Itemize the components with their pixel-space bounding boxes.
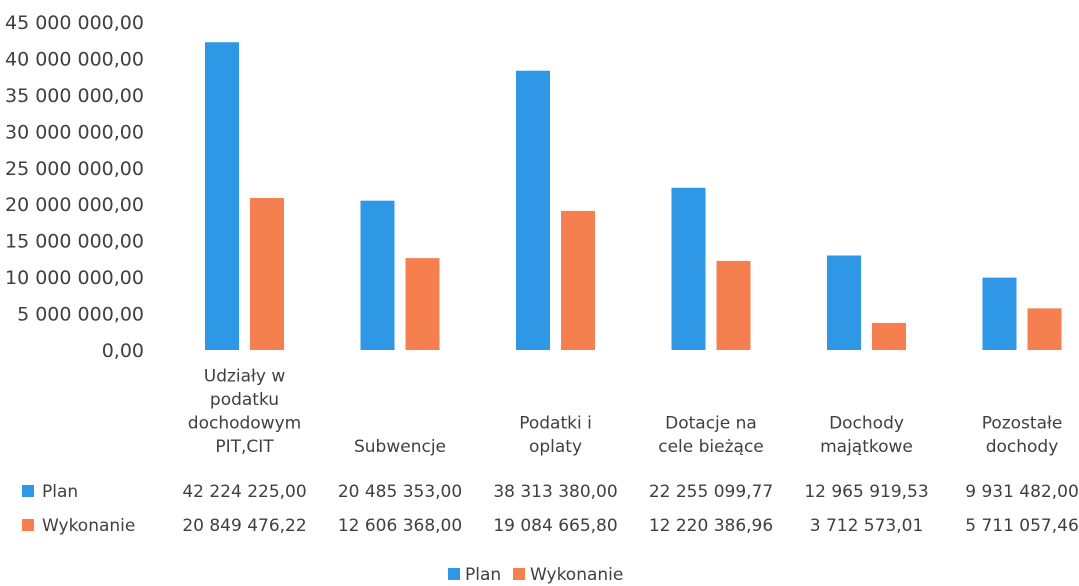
table-cell-value: 19 084 665,80 <box>493 516 617 536</box>
bar-plan-0 <box>205 42 239 351</box>
legend-key <box>448 568 460 580</box>
y-tick-label: 20 000 000,00 <box>5 194 144 216</box>
y-tick-label: 25 000 000,00 <box>5 158 144 180</box>
table-cell-value: 20 849 476,22 <box>182 516 306 536</box>
table-cell-value: 12 606 368,00 <box>338 516 462 536</box>
category-label: Dochody <box>829 414 904 434</box>
category-label: Dotacje na <box>665 414 757 434</box>
y-tick-label: 40 000 000,00 <box>5 48 144 70</box>
category-label: PIT,CIT <box>215 437 274 457</box>
category-label: Podatki i <box>519 414 592 434</box>
bar-plan-4 <box>827 255 861 350</box>
table-legend-key <box>22 519 34 531</box>
category-label: dochody <box>986 437 1059 457</box>
legend-key <box>513 568 525 580</box>
y-tick-label: 5 000 000,00 <box>17 304 144 326</box>
table-cell-value: 9 931 482,00 <box>965 482 1079 502</box>
category-label: dochodowym <box>188 414 301 434</box>
bar-wykonanie-1 <box>405 258 440 350</box>
table-cell-value: 5 711 057,46 <box>965 516 1079 536</box>
category-label: cele bieżące <box>658 437 764 457</box>
bar-wykonanie-3 <box>716 260 751 350</box>
category-label: oplaty <box>529 437 582 457</box>
table-legend-key <box>22 485 34 497</box>
bar-wykonanie-0 <box>250 198 284 350</box>
y-tick-label: 35 000 000,00 <box>5 85 144 107</box>
table-cell-value: 22 255 099,77 <box>649 482 773 502</box>
y-tick-label: 45 000 000,00 <box>5 12 144 34</box>
bar-plan-2 <box>516 70 550 350</box>
y-tick-label: 30 000 000,00 <box>5 121 144 143</box>
bar-plan-5 <box>982 277 1017 350</box>
bar-wykonanie-2 <box>561 210 595 350</box>
table-series-name: Plan <box>42 482 78 502</box>
legend-label: Wykonanie <box>530 565 623 585</box>
bar-wykonanie-4 <box>872 322 906 350</box>
y-tick-label: 15 000 000,00 <box>5 231 144 253</box>
table-series-name: Wykonanie <box>42 516 135 536</box>
category-label: Udziały w <box>204 367 286 387</box>
table-cell-value: 12 965 919,53 <box>804 482 928 502</box>
bar-plan-1 <box>360 200 395 350</box>
y-tick-label: 0,00 <box>102 340 144 362</box>
category-label: podatku <box>210 390 279 410</box>
legend-label: Plan <box>465 565 501 585</box>
table-cell-value: 38 313 380,00 <box>493 482 617 502</box>
bar-wykonanie-5 <box>1027 308 1062 350</box>
table-cell-value: 12 220 386,96 <box>649 516 773 536</box>
category-label: majątkowe <box>820 437 913 457</box>
table-cell-value: 42 224 225,00 <box>182 482 306 502</box>
table-cell-value: 3 712 573,01 <box>810 516 924 536</box>
table-cell-value: 20 485 353,00 <box>338 482 462 502</box>
category-label: Subwencje <box>354 437 446 457</box>
y-tick-label: 10 000 000,00 <box>5 267 144 289</box>
bar-plan-3 <box>671 187 706 350</box>
category-label: Pozostałe <box>982 414 1063 434</box>
